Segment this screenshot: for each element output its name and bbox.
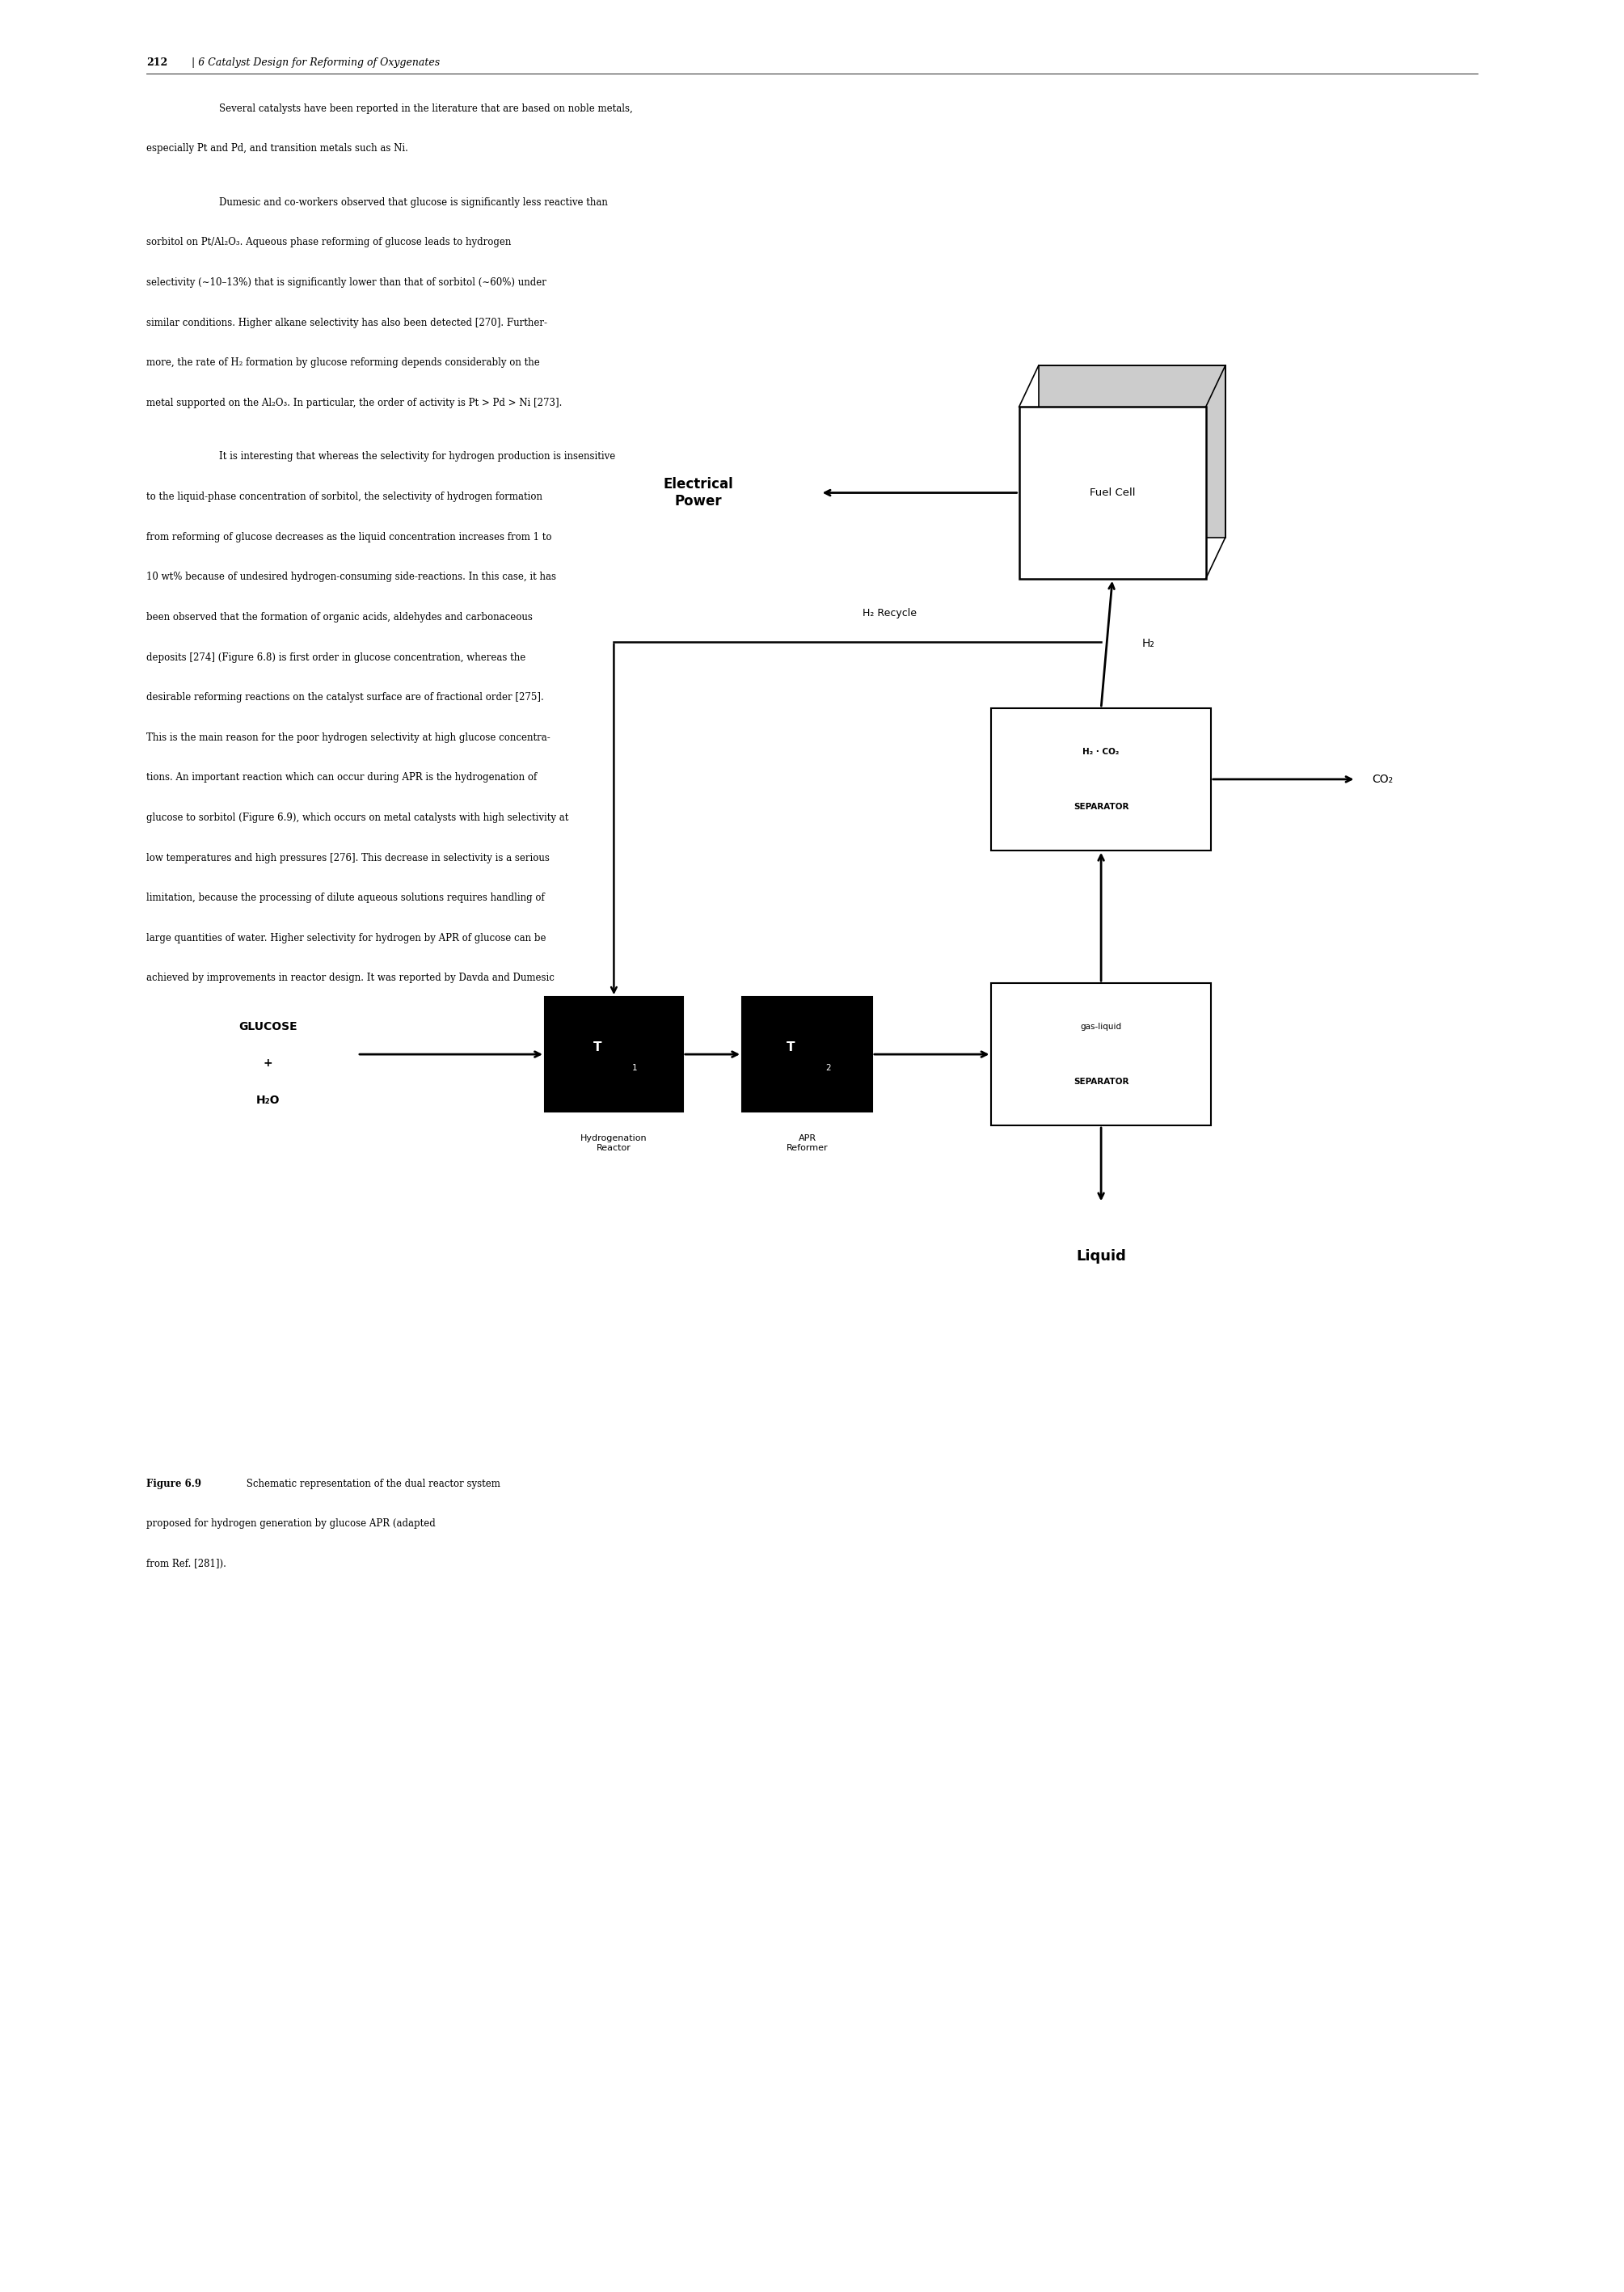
Text: CO₂: CO₂ <box>1372 775 1393 784</box>
Text: SEPARATOR: SEPARATOR <box>1073 802 1129 811</box>
Text: H₂ · CO₂: H₂ · CO₂ <box>1083 747 1119 756</box>
Text: desirable reforming reactions on the catalyst surface are of fractional order [2: desirable reforming reactions on the cat… <box>146 692 544 704</box>
Text: Electrical
Power: Electrical Power <box>663 477 734 509</box>
Text: APR
Reformer: APR Reformer <box>786 1135 828 1153</box>
Text: 10 wt% because of undesired hydrogen-consuming side-reactions. In this case, it : 10 wt% because of undesired hydrogen-con… <box>146 571 555 582</box>
Text: H₂: H₂ <box>1142 637 1155 649</box>
Text: limitation, because the processing of dilute aqueous solutions requires handling: limitation, because the processing of di… <box>146 892 544 903</box>
Bar <box>991 983 1210 1125</box>
Bar <box>991 708 1210 850</box>
Text: 1: 1 <box>632 1063 638 1073</box>
Text: from Ref. [281]).: from Ref. [281]). <box>146 1559 226 1570</box>
Text: achieved by improvements in reactor design. It was reported by Davda and Dumesic: achieved by improvements in reactor desi… <box>146 972 554 983</box>
Text: more, the rate of H₂ formation by glucose reforming depends considerably on the: more, the rate of H₂ formation by glucos… <box>146 358 539 369</box>
Text: 2: 2 <box>825 1063 831 1073</box>
Text: 212: 212 <box>146 57 167 69</box>
Text: | 6 Catalyst Design for Reforming of Oxygenates: | 6 Catalyst Design for Reforming of Oxy… <box>192 57 440 69</box>
Text: low temperatures and high pressures [276]. This decrease in selectivity is a ser: low temperatures and high pressures [276… <box>146 853 549 864</box>
Text: Liquid: Liquid <box>1077 1249 1125 1263</box>
Text: tions. An important reaction which can occur during APR is the hydrogenation of: tions. An important reaction which can o… <box>146 772 538 784</box>
Text: gas-liquid: gas-liquid <box>1080 1022 1122 1031</box>
Text: similar conditions. Higher alkane selectivity has also been detected [270]. Furt: similar conditions. Higher alkane select… <box>146 316 547 328</box>
Text: deposits [274] (Figure 6.8) is first order in glucose concentration, whereas the: deposits [274] (Figure 6.8) is first ord… <box>146 651 526 662</box>
Text: GLUCOSE: GLUCOSE <box>239 1022 297 1031</box>
Text: from reforming of glucose decreases as the liquid concentration increases from 1: from reforming of glucose decreases as t… <box>146 532 552 543</box>
Text: Several catalysts have been reported in the literature that are based on noble m: Several catalysts have been reported in … <box>219 103 633 115</box>
Text: Hydrogenation
Reactor: Hydrogenation Reactor <box>580 1135 648 1153</box>
Text: sorbitol on Pt/Al₂O₃. Aqueous phase reforming of glucose leads to hydrogen: sorbitol on Pt/Al₂O₃. Aqueous phase refo… <box>146 236 512 248</box>
Text: glucose to sorbitol (Figure 6.9), which occurs on metal catalysts with high sele: glucose to sorbitol (Figure 6.9), which … <box>146 811 568 823</box>
Text: T: T <box>593 1041 603 1054</box>
Text: It is interesting that whereas the selectivity for hydrogen production is insens: It is interesting that whereas the selec… <box>219 452 615 463</box>
Text: Schematic representation of the dual reactor system: Schematic representation of the dual rea… <box>244 1478 500 1490</box>
Text: Figure 6.9: Figure 6.9 <box>146 1478 201 1490</box>
Text: SEPARATOR: SEPARATOR <box>1073 1077 1129 1086</box>
Text: Dumesic and co-workers observed that glucose is significantly less reactive than: Dumesic and co-workers observed that glu… <box>219 197 607 209</box>
Text: metal supported on the Al₂O₃. In particular, the order of activity is Pt > Pd > : metal supported on the Al₂O₃. In particu… <box>146 397 562 408</box>
Text: especially Pt and Pd, and transition metals such as Ni.: especially Pt and Pd, and transition met… <box>146 142 408 154</box>
Text: T: T <box>786 1041 796 1054</box>
Text: been observed that the formation of organic acids, aldehydes and carbonaceous: been observed that the formation of orga… <box>146 612 533 623</box>
Bar <box>742 997 872 1112</box>
Text: selectivity (∼10–13%) that is significantly lower than that of sorbitol (∼60%) u: selectivity (∼10–13%) that is significan… <box>146 277 546 289</box>
Text: proposed for hydrogen generation by glucose APR (adapted: proposed for hydrogen generation by gluc… <box>146 1520 435 1529</box>
Text: This is the main reason for the poor hydrogen selectivity at high glucose concen: This is the main reason for the poor hyd… <box>146 731 551 743</box>
Bar <box>1039 364 1226 536</box>
Text: +: + <box>263 1059 273 1068</box>
Text: H₂ Recycle: H₂ Recycle <box>862 607 918 619</box>
Text: H₂O: H₂O <box>257 1096 279 1105</box>
Bar <box>544 997 682 1112</box>
Text: to the liquid-phase concentration of sorbitol, the selectivity of hydrogen forma: to the liquid-phase concentration of sor… <box>146 490 542 502</box>
Text: large quantities of water. Higher selectivity for hydrogen by APR of glucose can: large quantities of water. Higher select… <box>146 933 546 944</box>
Text: Fuel Cell: Fuel Cell <box>1090 488 1135 497</box>
Bar <box>1020 406 1205 578</box>
